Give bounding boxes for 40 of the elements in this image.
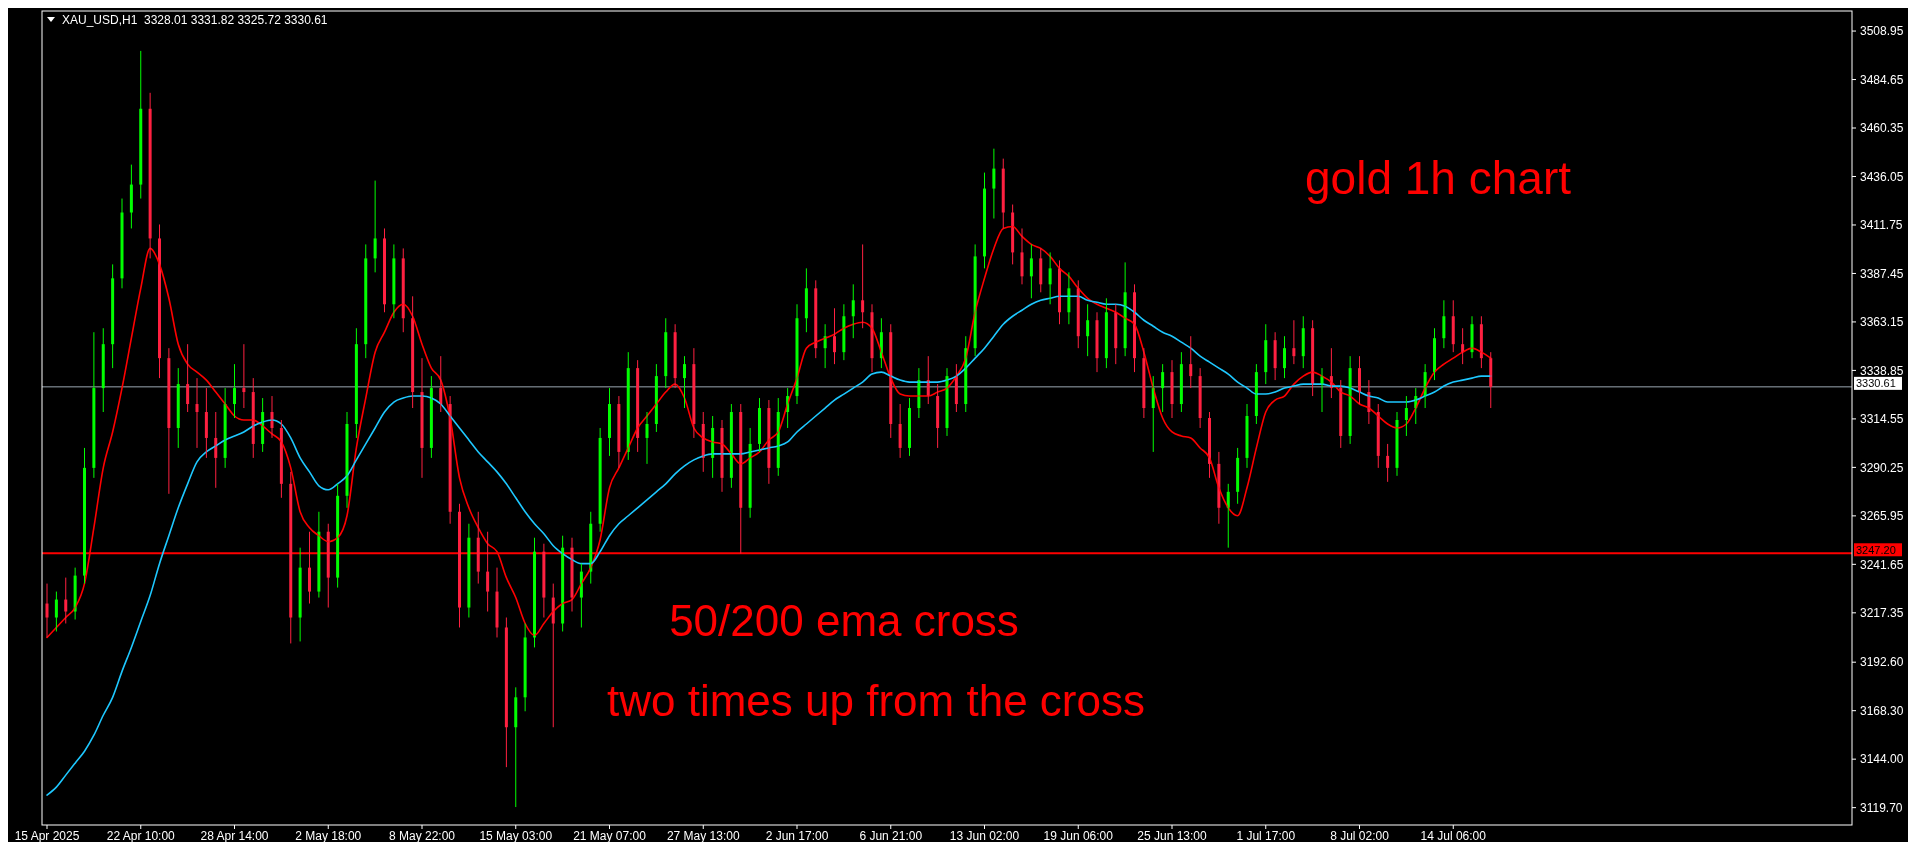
y-tick-label: 3436.05 (1860, 169, 1904, 184)
chart-title: XAU_USD,H1 3328.01 3331.82 3325.72 3330.61 (62, 13, 328, 27)
y-tick-label: 3241.65 (1860, 557, 1904, 572)
y-tick-label: 3460.35 (1860, 121, 1904, 136)
y-tick-label: 3363.15 (1860, 315, 1904, 330)
x-tick-label: 13 Jun 02:00 (949, 829, 1020, 843)
ref-line-label: 3247.20 (1856, 543, 1896, 556)
x-tick-label: 28 Apr 14:00 (200, 829, 269, 843)
x-tick-label: 15 Apr 2025 (14, 829, 80, 843)
y-tick-label: 3144.00 (1860, 752, 1904, 767)
x-tick-label: 14 Jul 06:00 (1420, 829, 1487, 843)
x-tick-label: 8 May 22:00 (388, 829, 456, 843)
annotation: gold 1h chart (1305, 152, 1572, 204)
y-tick-label: 3484.65 (1860, 72, 1904, 87)
line-series (46, 295, 1492, 796)
y-tick-label: 3314.55 (1860, 412, 1904, 427)
x-tick-label: 6 Jun 21:00 (859, 829, 923, 843)
y-tick-label: 3168.30 (1860, 703, 1904, 718)
x-tick-label: 22 Apr 10:00 (106, 829, 176, 843)
x-tick-label: 8 Jul 02:00 (1330, 829, 1390, 843)
x-tick-label: 21 May 07:00 (573, 829, 647, 843)
y-tick-label: 3217.35 (1860, 606, 1904, 621)
x-tick-label: 25 Jun 13:00 (1137, 829, 1208, 843)
y-tick-label: 3508.95 (1860, 24, 1904, 39)
y-tick-label: 3387.45 (1860, 266, 1904, 281)
x-tick-label: 15 May 03:00 (479, 829, 553, 843)
x-tick-label: 1 Jul 17:00 (1236, 829, 1296, 843)
y-tick-label: 3290.25 (1860, 460, 1904, 475)
x-tick-label: 2 Jun 17:00 (765, 829, 829, 843)
y-tick-label: 3338.85 (1860, 363, 1904, 378)
x-tick-label: 2 May 18:00 (295, 829, 362, 843)
annotation: two times up from the cross (607, 676, 1145, 725)
y-tick-label: 3192.60 (1860, 655, 1904, 670)
ref-line-label: 3330.61 (1856, 377, 1896, 390)
y-tick-label: 3119.70 (1860, 800, 1903, 815)
annotation: 50/200 ema cross (669, 596, 1019, 645)
y-tick-label: 3411.75 (1860, 218, 1903, 233)
y-tick-label: 3265.95 (1860, 509, 1904, 524)
x-tick-label: 19 Jun 06:00 (1043, 829, 1114, 843)
x-tick-label: 27 May 13:00 (666, 829, 740, 843)
